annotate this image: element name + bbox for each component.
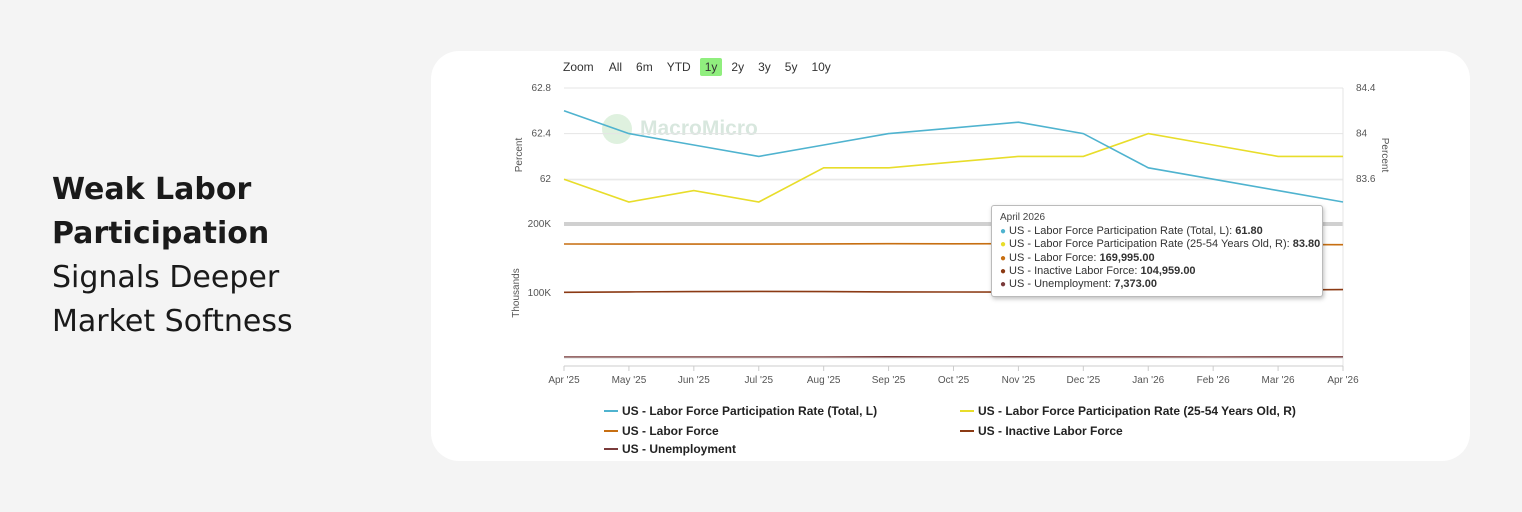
legend-item[interactable]: US - Unemployment (604, 442, 736, 456)
headline-line-4: Market Softness (52, 304, 293, 339)
legend-item[interactable]: US - Inactive Labor Force (960, 424, 1123, 438)
x-tick-label: Feb '26 (1197, 375, 1230, 386)
legend-line-icon (960, 410, 974, 412)
tooltip-value: 7,373.00 (1114, 278, 1158, 291)
legend-item[interactable]: US - Labor Force (604, 424, 719, 438)
tooltip-row: ● US - Labor Force Participation Rate (25… (1000, 238, 1320, 251)
zoom-2y-button[interactable]: 2y (731, 60, 745, 74)
tooltip-date: April 2026 (1000, 212, 1046, 223)
zoom-6m-button[interactable]: 6m (636, 60, 653, 74)
legend-label: US - Labor Force Participation Rate (25-… (978, 404, 1296, 418)
lower-tick-label: 200K (528, 219, 552, 230)
x-tick-label: Sep '25 (872, 375, 906, 386)
tooltip-label: US - Unemployment: (1009, 278, 1115, 291)
tooltip-label: US - Labor Force: (1009, 251, 1100, 264)
zoom-5y-button[interactable]: 5y (784, 60, 798, 74)
right-tick-label: 83.6 (1356, 174, 1376, 185)
tooltip-value: 169,995.00 (1099, 251, 1155, 264)
zoom-bar: Zoom All 6m YTD 1y 2y 3y 5y 10y (563, 57, 840, 77)
legend-label: US - Labor Force (622, 424, 719, 438)
legend-line-icon (604, 448, 618, 450)
tooltip-value: 104,959.00 (1140, 264, 1196, 277)
tooltip-dot-icon: ● (1000, 265, 1007, 277)
tooltip-label: US - Inactive Labor Force: (1009, 264, 1141, 277)
tooltip-label: US - Labor Force Participation Rate (25-… (1009, 238, 1293, 251)
headline-line-2: Participation (52, 216, 270, 251)
x-tick-label: Jan '26 (1132, 375, 1164, 386)
tooltip-dot-icon: ● (1000, 279, 1007, 291)
tooltip-value: 83.80 (1292, 238, 1321, 251)
tooltip-dot-icon: ● (1000, 252, 1007, 264)
zoom-1y-button[interactable]: 1y (699, 58, 723, 76)
series-line-total-participation (563, 110, 1344, 203)
x-tick-label: Apr '25 (548, 375, 580, 386)
watermark-text: MacroMicro (640, 117, 758, 140)
legend-item[interactable]: US - Labor Force Participation Rate (Tot… (604, 404, 877, 418)
right-tick-label: 84 (1356, 129, 1368, 140)
left-tick-label: 62.8 (532, 83, 552, 94)
x-tick-label: Mar '26 (1262, 375, 1295, 386)
lower-tick-label: 100K (528, 288, 552, 299)
zoom-label: Zoom (563, 60, 594, 74)
legend-line-icon (604, 410, 618, 412)
x-tick-label: Jul '25 (744, 375, 773, 386)
headline: Weak Labor Participation Signals Deeper … (52, 168, 382, 344)
tooltip-row: ● US - Inactive Labor Force: 104,959.00 (1000, 265, 1314, 278)
x-tick-label: Aug '25 (807, 375, 841, 386)
x-tick-label: Apr '26 (1327, 375, 1359, 386)
zoom-ytd-button[interactable]: YTD (666, 60, 691, 74)
series-line-prime-age-participation (563, 132, 1343, 203)
lower-axis-title: Thousands (511, 268, 522, 317)
legend-label: US - Unemployment (622, 442, 737, 456)
tooltip-row: ● US - Labor Force: 169,995.00 (1000, 252, 1314, 265)
legend-label: US - Labor Force Participation Rate (Tot… (622, 404, 878, 418)
x-tick-label: May '25 (612, 375, 647, 386)
legend-label: US - Inactive Labor Force (978, 424, 1123, 438)
zoom-10y-button[interactable]: 10y (811, 60, 831, 74)
headline-line-3: Signals Deeper (52, 260, 280, 295)
tooltip-row: ● US - Unemployment: 7,373.00 (1000, 278, 1314, 291)
chart-tooltip: April 2026 ● US - Labor Force Participati… (991, 205, 1323, 297)
left-tick-label: 62 (540, 174, 552, 185)
tooltip-row: ● US - Labor Force Participation Rate (To… (1000, 225, 1314, 238)
headline-line-1: Weak Labor (52, 172, 252, 207)
x-tick-label: Dec '25 (1067, 375, 1101, 386)
tooltip-value: 61.80 (1235, 225, 1263, 237)
left-tick-label: 62.4 (532, 129, 552, 140)
zoom-all-button[interactable]: All (608, 60, 623, 74)
tooltip-label: US - Labor Force Participation Rate (Tot… (1009, 225, 1236, 237)
legend-item[interactable]: US - Labor Force Participation Rate (25-… (960, 404, 1296, 418)
right-axis-title: Percent (1379, 138, 1390, 173)
tooltip-dot-icon: ● (1000, 226, 1007, 237)
x-tick-label: Jun '25 (678, 375, 710, 386)
x-tick-label: Nov '25 (1002, 375, 1036, 386)
legend-line-icon (960, 430, 974, 432)
tooltip-dot-icon: ● (1000, 239, 1007, 251)
right-tick-label: 84.4 (1356, 83, 1376, 94)
zoom-3y-button[interactable]: 3y (758, 60, 771, 74)
legend-line-icon (604, 430, 618, 432)
x-tick-label: Oct '25 (938, 375, 970, 386)
left-axis-title: Percent (514, 138, 525, 173)
